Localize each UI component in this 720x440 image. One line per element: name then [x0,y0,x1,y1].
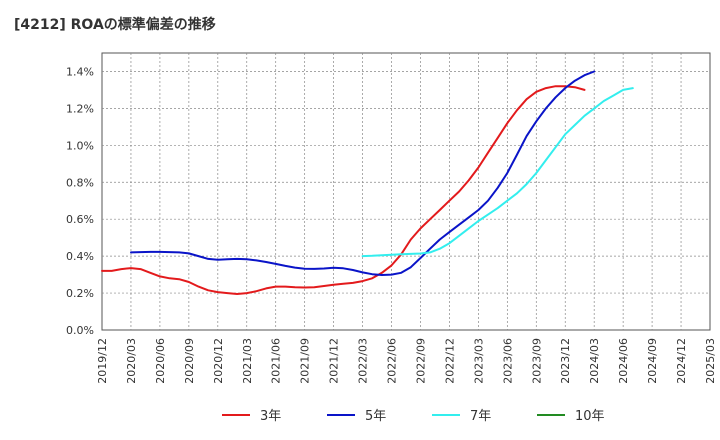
y-tick-label: 0.8% [66,176,94,189]
series-lines [101,70,634,295]
x-tick-label: 2020/06 [154,338,167,384]
y-tick-label: 1.4% [66,65,94,78]
y-tick-label: 0.0% [66,324,94,337]
x-tick-label: 2024/06 [617,338,630,384]
chart-title: [4212] ROAの標準偏差の推移 [14,17,216,33]
y-axis: 0.0% 0.2% 0.4% 0.6% 0.8% 1.0% 1.2% 1.4% [66,65,94,337]
x-axis: 2019/12 2020/03 2020/06 2020/09 2020/12 2021/… [96,338,717,384]
x-tick-label: 2023/03 [472,338,485,384]
legend-label-10年: 10年 [575,409,605,424]
legend-label-5年: 5年 [365,409,386,424]
x-tick-label: 2019/12 [96,338,109,384]
x-tick-label: 2023/12 [559,338,572,384]
legend: 3年 5年 7年 10年 [222,409,605,424]
x-tick-label: 2022/06 [386,338,399,384]
series-line-7年 [361,87,634,258]
x-tick-label: 2024/03 [588,338,601,384]
x-tick-label: 2024/12 [675,338,688,384]
x-tick-label: 2020/12 [212,338,225,384]
series-line-3年 [101,85,586,295]
x-tick-label: 2023/06 [501,338,514,384]
x-tick-label: 2023/09 [530,338,543,384]
x-tick-label: 2022/12 [443,338,456,384]
x-tick-label: 2025/03 [704,338,717,384]
y-tick-label: 0.2% [66,287,94,300]
x-tick-label: 2021/12 [328,338,341,384]
legend-label-3年: 3年 [260,409,281,424]
legend-label-7年: 7年 [470,409,491,424]
x-tick-label: 2022/03 [357,338,370,384]
x-tick-label: 2021/06 [270,338,283,384]
grid [101,52,711,331]
x-tick-label: 2024/09 [646,338,659,384]
x-tick-label: 2020/03 [125,338,138,384]
series-line-5年 [130,70,596,276]
x-tick-label: 2021/09 [299,338,312,384]
y-tick-label: 1.2% [66,102,94,115]
x-tick-label: 2022/09 [414,338,427,384]
x-tick-label: 2021/03 [241,338,254,384]
x-tick-label: 2020/09 [183,338,196,384]
y-tick-label: 0.4% [66,250,94,263]
y-tick-label: 0.6% [66,213,94,226]
y-tick-label: 1.0% [66,139,94,152]
plot-frame [101,52,711,331]
